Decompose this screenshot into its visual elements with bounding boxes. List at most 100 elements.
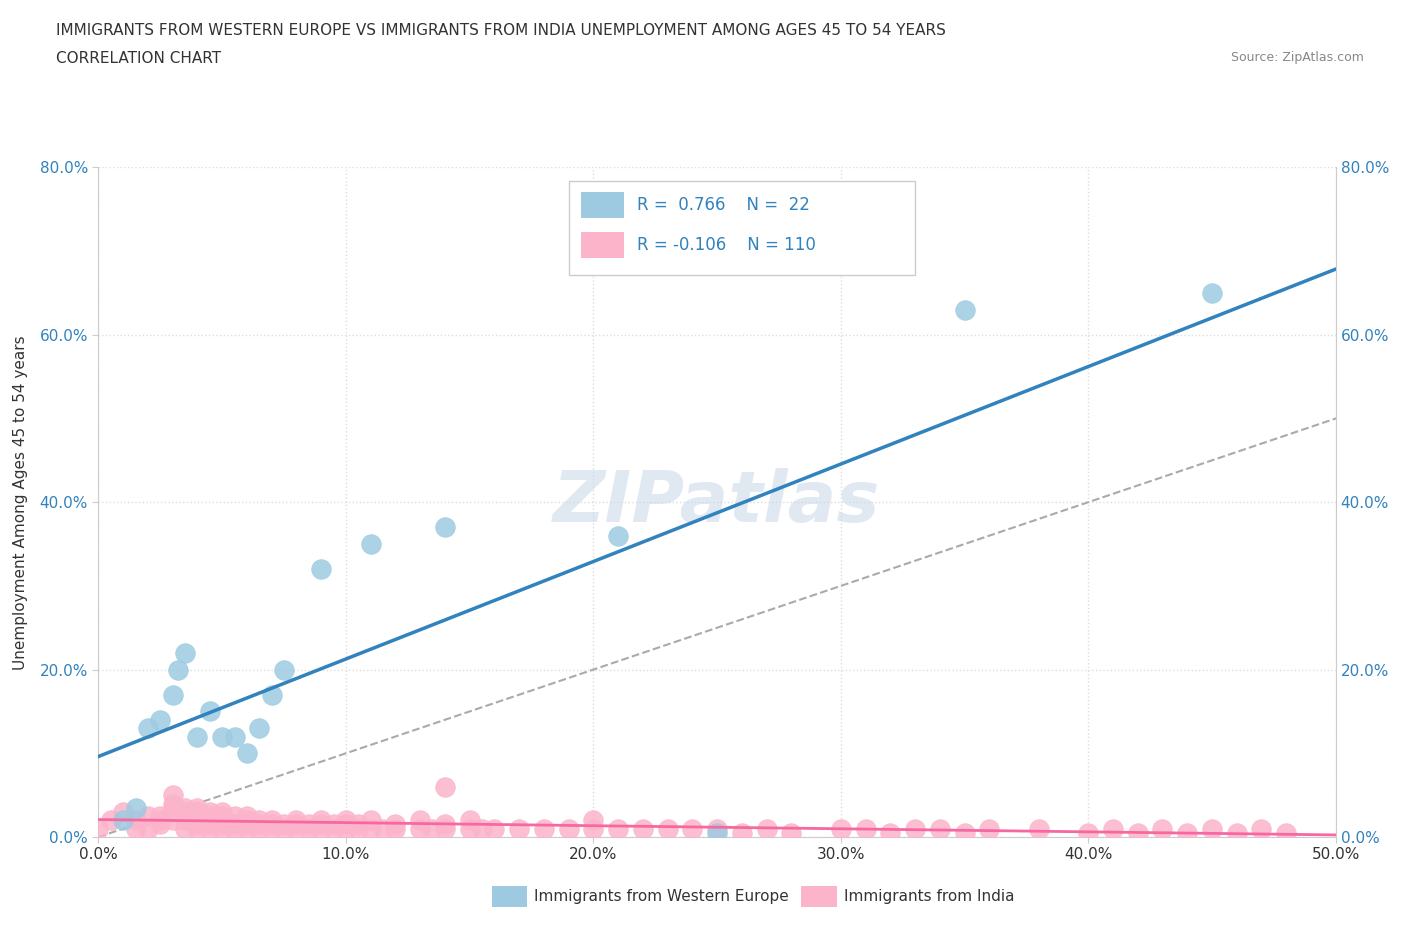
Point bbox=[979, 821, 1001, 836]
Point bbox=[162, 796, 184, 811]
Point bbox=[335, 817, 357, 832]
Point bbox=[433, 817, 456, 832]
Point bbox=[830, 821, 852, 836]
Point bbox=[174, 821, 197, 836]
Point bbox=[198, 804, 221, 819]
Point bbox=[136, 721, 159, 736]
Point bbox=[236, 746, 259, 761]
Point bbox=[371, 821, 394, 836]
Point bbox=[124, 813, 146, 828]
Point bbox=[409, 813, 432, 828]
Point bbox=[136, 821, 159, 836]
Point bbox=[471, 821, 494, 836]
Point bbox=[631, 821, 654, 836]
Point bbox=[384, 817, 406, 832]
Point bbox=[409, 821, 432, 836]
Point bbox=[1175, 826, 1198, 841]
Point bbox=[433, 821, 456, 836]
Point bbox=[124, 800, 146, 815]
Point bbox=[273, 662, 295, 677]
Point bbox=[582, 821, 605, 836]
Point bbox=[198, 821, 221, 836]
Point bbox=[174, 804, 197, 819]
Point bbox=[285, 817, 308, 832]
Point bbox=[186, 821, 208, 836]
Point bbox=[236, 809, 259, 824]
Point bbox=[309, 562, 332, 577]
Bar bbox=[581, 193, 624, 218]
Point bbox=[657, 821, 679, 836]
Point bbox=[174, 813, 197, 828]
Point bbox=[162, 804, 184, 819]
Point bbox=[322, 821, 344, 836]
Point bbox=[224, 809, 246, 824]
Point bbox=[174, 800, 197, 815]
Point bbox=[162, 687, 184, 702]
Point bbox=[260, 687, 283, 702]
Point bbox=[855, 821, 877, 836]
Text: R = -0.106    N = 110: R = -0.106 N = 110 bbox=[637, 236, 815, 254]
Point bbox=[247, 821, 270, 836]
Text: IMMIGRANTS FROM WESTERN EUROPE VS IMMIGRANTS FROM INDIA UNEMPLOYMENT AMONG AGES : IMMIGRANTS FROM WESTERN EUROPE VS IMMIGR… bbox=[56, 23, 946, 38]
Bar bbox=[581, 232, 624, 258]
Point bbox=[904, 821, 927, 836]
Text: R =  0.766    N =  22: R = 0.766 N = 22 bbox=[637, 196, 810, 214]
Point bbox=[149, 712, 172, 727]
Point bbox=[236, 817, 259, 832]
Point bbox=[731, 826, 754, 841]
Text: Immigrants from Western Europe: Immigrants from Western Europe bbox=[534, 889, 789, 904]
Point bbox=[458, 821, 481, 836]
Point bbox=[236, 813, 259, 828]
Point bbox=[186, 813, 208, 828]
Point bbox=[112, 804, 135, 819]
Point bbox=[607, 821, 630, 836]
Point bbox=[347, 821, 370, 836]
Point bbox=[112, 813, 135, 828]
Point bbox=[335, 821, 357, 836]
Point bbox=[309, 813, 332, 828]
Point bbox=[224, 817, 246, 832]
Point bbox=[198, 704, 221, 719]
Point bbox=[335, 813, 357, 828]
Point bbox=[1126, 826, 1149, 841]
Point bbox=[422, 821, 444, 836]
Point bbox=[236, 821, 259, 836]
Point bbox=[706, 821, 728, 836]
Point bbox=[1077, 826, 1099, 841]
Point bbox=[162, 800, 184, 815]
Point bbox=[260, 821, 283, 836]
Point bbox=[681, 821, 703, 836]
Point bbox=[211, 809, 233, 824]
Point bbox=[162, 788, 184, 803]
Point bbox=[755, 821, 778, 836]
Point bbox=[186, 809, 208, 824]
Point bbox=[162, 813, 184, 828]
Point bbox=[260, 813, 283, 828]
Point bbox=[347, 817, 370, 832]
Point bbox=[247, 817, 270, 832]
Point bbox=[247, 813, 270, 828]
Point bbox=[458, 813, 481, 828]
Point bbox=[1201, 286, 1223, 300]
Point bbox=[953, 302, 976, 317]
Point bbox=[285, 821, 308, 836]
Point bbox=[322, 817, 344, 832]
Point bbox=[100, 813, 122, 828]
Text: CORRELATION CHART: CORRELATION CHART bbox=[56, 51, 221, 66]
Point bbox=[1226, 826, 1249, 841]
Point bbox=[149, 813, 172, 828]
Text: ZIPatlas: ZIPatlas bbox=[554, 468, 880, 537]
Point bbox=[124, 821, 146, 836]
Point bbox=[928, 821, 950, 836]
Point bbox=[360, 813, 382, 828]
Point bbox=[557, 821, 579, 836]
Point bbox=[607, 528, 630, 543]
Point bbox=[87, 821, 110, 836]
Point bbox=[484, 821, 506, 836]
Point bbox=[953, 826, 976, 841]
Point bbox=[211, 804, 233, 819]
Point bbox=[1201, 821, 1223, 836]
Point bbox=[211, 817, 233, 832]
Point bbox=[309, 821, 332, 836]
Point bbox=[186, 804, 208, 819]
